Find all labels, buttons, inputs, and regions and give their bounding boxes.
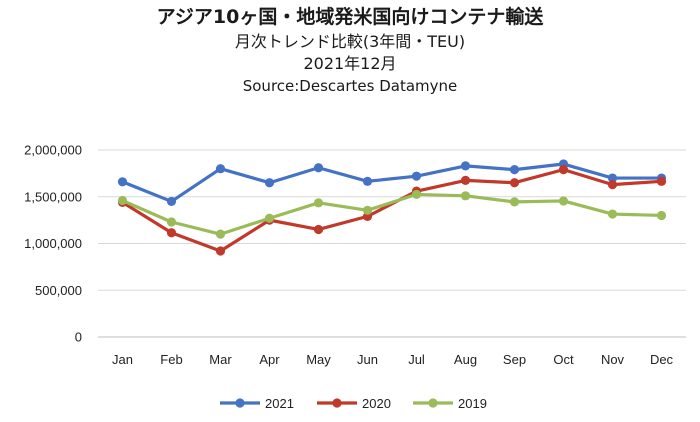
data-point xyxy=(656,176,667,186)
y-axis-ticks: 0 500,000 1,000,000 1,500,000 2,000,000 xyxy=(24,143,82,345)
data-point xyxy=(362,205,373,215)
series-2019 xyxy=(117,189,667,239)
x-tick-label: Feb xyxy=(160,352,182,367)
legend-item: 2020 xyxy=(317,396,391,411)
data-point xyxy=(362,176,373,186)
legend-swatch-marker xyxy=(428,398,438,408)
x-tick-label: Sep xyxy=(503,352,526,367)
legend: 2021 2020 2019 xyxy=(220,396,487,411)
data-point xyxy=(117,195,128,206)
chart-period: 2021年12月 xyxy=(303,54,397,73)
y-tick-label: 1,500,000 xyxy=(24,189,82,204)
chart-source: Source:Descartes Datamyne xyxy=(242,77,458,95)
x-tick-label: Oct xyxy=(553,352,574,367)
data-point xyxy=(215,164,226,174)
series-lines xyxy=(117,159,667,256)
data-point xyxy=(264,178,275,188)
y-tick-label: 0 xyxy=(75,330,82,345)
x-tick-label: Nov xyxy=(601,352,625,367)
x-tick-label: Jun xyxy=(357,352,378,367)
data-point xyxy=(411,189,422,200)
data-point xyxy=(607,173,618,183)
x-tick-label: Jan xyxy=(112,352,133,367)
y-tick-label: 2,000,000 xyxy=(24,143,82,158)
data-point xyxy=(166,217,177,227)
legend-label: 2021 xyxy=(265,396,294,411)
data-point xyxy=(607,209,618,219)
legend-swatch-marker xyxy=(235,398,245,408)
data-point xyxy=(460,161,471,171)
data-point xyxy=(215,246,226,256)
data-point xyxy=(509,197,520,207)
data-point xyxy=(607,179,618,190)
data-point xyxy=(460,175,471,185)
legend-item: 2021 xyxy=(220,396,294,411)
data-point xyxy=(656,210,667,221)
series-line xyxy=(121,192,662,236)
data-point xyxy=(313,198,324,208)
chart-titles: アジア10ヶ国・地域発米国向けコンテナ輸送 月次トレンド比較(3年間・TEU) … xyxy=(0,4,700,97)
series-2021 xyxy=(117,159,667,207)
x-tick-label: Dec xyxy=(650,352,674,367)
data-point xyxy=(313,224,324,235)
data-point xyxy=(460,191,471,201)
chart-subtitle: 月次トレンド比較(3年間・TEU) xyxy=(234,32,466,51)
data-point xyxy=(558,196,569,206)
data-point xyxy=(166,228,177,238)
x-axis-ticks: Jan Feb Mar Apr May Jun Jul Aug Sep Oct Nov Dec xyxy=(112,352,674,367)
chart-title: アジア10ヶ国・地域発米国向けコンテナ輸送 xyxy=(156,6,544,28)
data-point xyxy=(166,196,177,207)
legend-label: 2019 xyxy=(458,396,487,411)
y-tick-label: 1,000,000 xyxy=(24,236,82,251)
data-point xyxy=(509,165,520,175)
data-point xyxy=(313,163,324,173)
x-tick-label: Jul xyxy=(408,352,425,367)
x-tick-label: Aug xyxy=(454,352,477,367)
data-point xyxy=(411,171,422,181)
data-point xyxy=(264,213,275,223)
data-point xyxy=(509,178,520,188)
legend-swatch-marker xyxy=(332,398,342,408)
x-tick-label: Mar xyxy=(209,352,232,367)
legend-label: 2020 xyxy=(362,396,391,411)
data-point xyxy=(558,165,569,175)
data-point xyxy=(117,177,128,187)
x-tick-label: May xyxy=(306,352,331,367)
data-point xyxy=(215,229,226,239)
series-line xyxy=(121,162,662,204)
legend-item: 2019 xyxy=(413,396,487,411)
y-tick-label: 500,000 xyxy=(35,283,82,298)
x-tick-label: Apr xyxy=(259,352,280,367)
